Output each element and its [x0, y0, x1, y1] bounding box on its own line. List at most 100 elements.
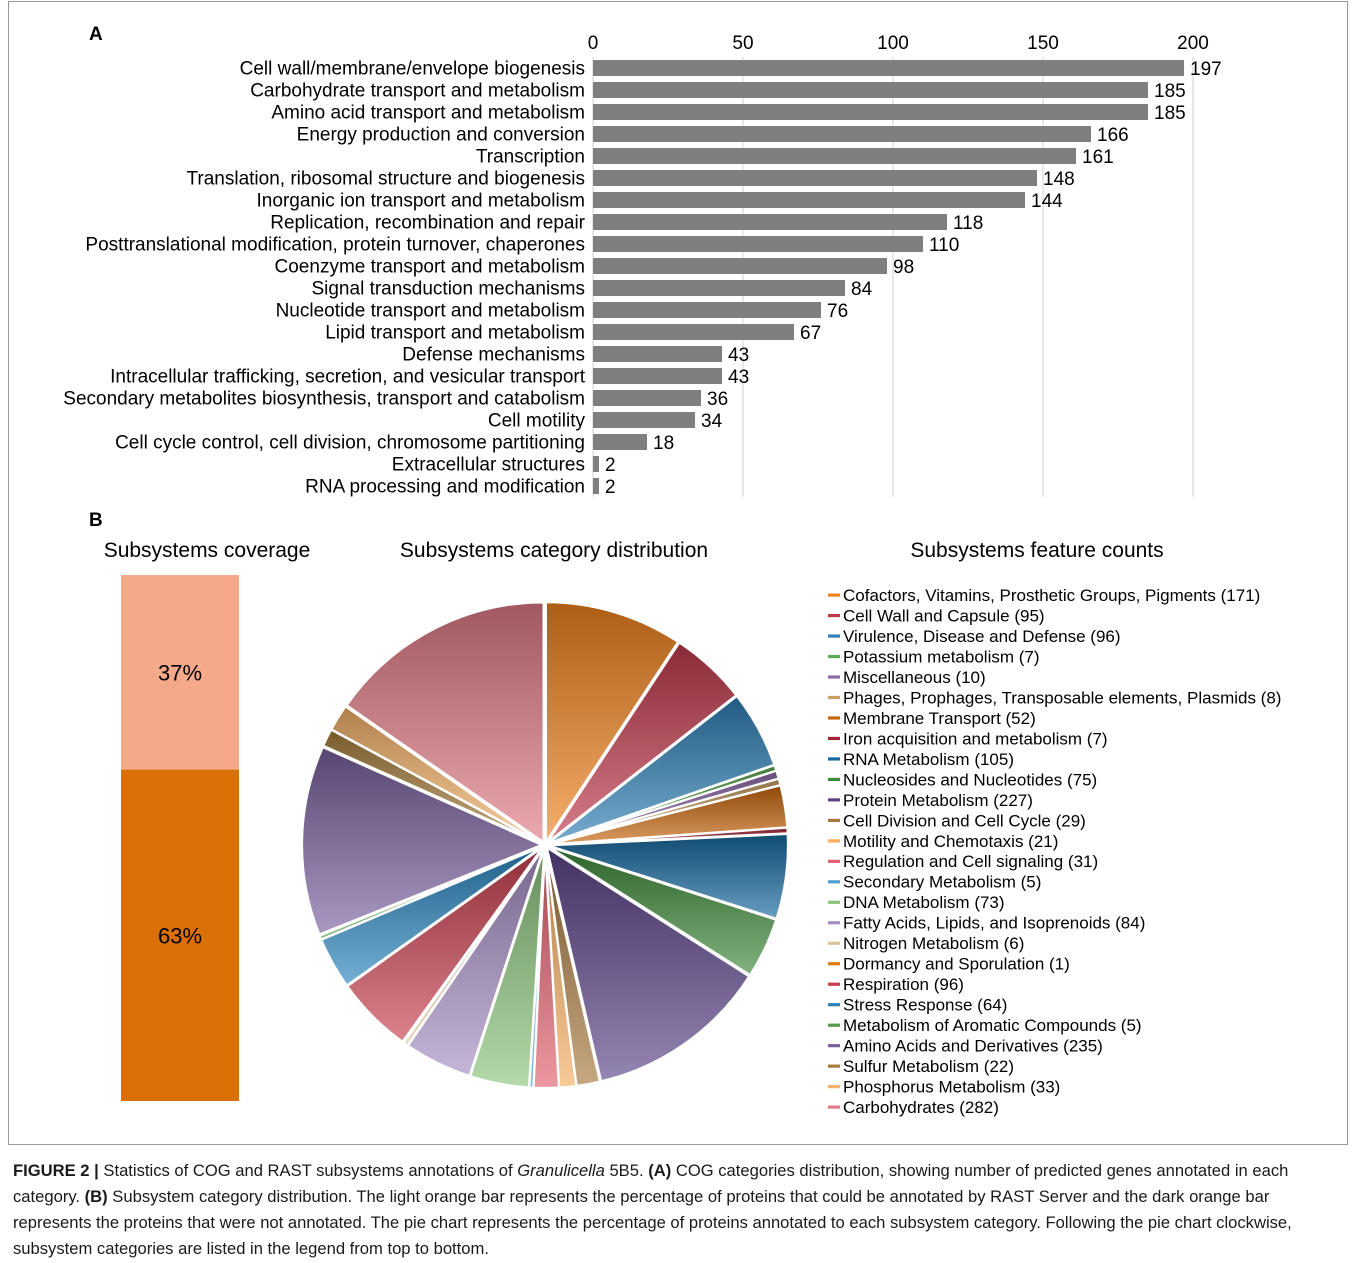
bar — [593, 302, 821, 318]
category-label: Intracellular trafficking, secretion, an… — [110, 367, 586, 388]
value-label: 185 — [1154, 81, 1186, 102]
bar — [593, 478, 599, 494]
value-label: 98 — [893, 257, 914, 278]
category-label: Inorganic ion transport and metabolism — [257, 191, 585, 212]
legend-item-label: Amino Acids and Derivatives (235) — [843, 1037, 1103, 1056]
caption-text-2: 5B5. — [604, 1161, 649, 1180]
value-label: 36 — [707, 389, 728, 410]
legend-swatch — [828, 757, 840, 761]
category-label: Extracellular structures — [392, 455, 585, 476]
bar — [593, 104, 1148, 120]
legend-item-label: RNA Metabolism (105) — [843, 750, 1014, 769]
legend-item-label: Fatty Acids, Lipids, and Isoprenoids (84… — [843, 914, 1145, 933]
legend-item-label: Virulence, Disease and Defense (96) — [843, 627, 1121, 646]
legend-swatch — [828, 634, 840, 638]
x-tick-label: 0 — [588, 33, 599, 54]
value-label: 76 — [827, 301, 848, 322]
category-label: Coenzyme transport and metabolism — [275, 257, 585, 278]
legend-swatch — [828, 1023, 840, 1027]
coverage-segment — [121, 575, 239, 770]
legend-swatch — [828, 859, 840, 863]
legend-item-label: Nucleosides and Nucleotides (75) — [843, 770, 1097, 789]
category-label: Signal transduction mechanisms — [311, 279, 585, 300]
bar — [593, 412, 695, 428]
legend-swatch — [828, 675, 840, 679]
x-tick-label: 50 — [732, 33, 753, 54]
pie-slice — [545, 846, 751, 1083]
subsystems-pie-chart: Subsystems category distribution — [300, 539, 790, 1090]
caption-text-4: Subsystem category distribution. The lig… — [13, 1187, 1292, 1258]
legend-item-label: Motility and Chemotaxis (21) — [843, 832, 1058, 851]
legend-item-label: Metabolism of Aromatic Compounds (5) — [843, 1016, 1142, 1035]
legend-swatch — [828, 941, 840, 945]
legend-item-label: DNA Metabolism (73) — [843, 893, 1005, 912]
legend-swatch — [828, 654, 840, 659]
category-label: Cell cycle control, cell division, chrom… — [115, 433, 585, 454]
pie-slice — [330, 705, 544, 845]
value-label: 185 — [1154, 103, 1186, 124]
bar — [593, 148, 1076, 164]
category-label: Nucleotide transport and metabolism — [276, 301, 585, 322]
legend-item-label: Nitrogen Metabolism (6) — [843, 934, 1024, 953]
bar — [593, 192, 1025, 208]
legend-item-label: Protein Metabolism (227) — [843, 791, 1033, 810]
category-label: Translation, ribosomal structure and bio… — [187, 169, 586, 190]
legend-item-label: Respiration (96) — [843, 975, 964, 994]
value-label: 84 — [851, 279, 873, 300]
legend-swatch — [828, 1085, 840, 1089]
legend-swatch — [828, 1105, 840, 1109]
caption-organism: Granulicella — [517, 1161, 605, 1180]
pie-title: Subsystems category distribution — [400, 539, 708, 562]
category-label: Transcription — [476, 147, 585, 168]
value-label: 43 — [728, 345, 749, 366]
bar — [593, 368, 722, 384]
cog-bar-chart: 0 50 100 150 200 Cell wall/membrane/envelope … — [63, 33, 1221, 498]
subsystems-legend: Subsystems feature counts Cofactors, Vita… — [828, 539, 1281, 1117]
legend-item-label: Miscellaneous (10) — [843, 668, 986, 687]
bar — [593, 126, 1091, 142]
legend-item-label: Carbohydrates (282) — [843, 1098, 999, 1117]
coverage-segment-label: 63% — [158, 923, 202, 948]
value-label: 144 — [1031, 191, 1063, 212]
legend-item-label: Cell Wall and Capsule (95) — [843, 606, 1045, 625]
panel-b-label: B — [89, 510, 103, 531]
pie-slice — [345, 601, 545, 844]
legend-swatch — [828, 880, 840, 884]
pie-slice — [300, 745, 544, 936]
caption-figure-label: FIGURE 2 | — [13, 1161, 99, 1180]
value-label: 197 — [1190, 59, 1222, 80]
bar — [593, 170, 1037, 186]
legend-swatch — [828, 613, 840, 618]
figure-frame — [8, 1, 1348, 1145]
x-tick-label: 100 — [877, 33, 909, 54]
caption-a-label: (A) — [648, 1161, 672, 1180]
value-label: 43 — [728, 367, 749, 388]
figure-charts: 0 50 100 150 200 Cell wall/membrane/envelope … — [63, 33, 1281, 1117]
legend-swatch — [828, 921, 840, 925]
caption-text-3: COG categories distribution, showing num… — [13, 1161, 1289, 1206]
value-label: 118 — [953, 213, 983, 234]
bar — [593, 82, 1148, 98]
coverage-segment-label: 37% — [158, 660, 202, 685]
category-label: Secondary metabolites biosynthesis, tran… — [63, 389, 585, 410]
legend-item-label: Dormancy and Sporulation (1) — [843, 955, 1070, 974]
value-label: 2 — [605, 477, 616, 498]
value-label: 67 — [800, 323, 821, 344]
legend-swatch — [828, 839, 840, 843]
legend-swatch — [828, 1003, 840, 1007]
bar — [593, 390, 701, 406]
bar — [593, 346, 722, 362]
caption-text-1: Statistics of COG and RAST subsystems an… — [98, 1161, 518, 1180]
legend-swatch — [828, 736, 840, 741]
panel-a-label: A — [89, 24, 103, 45]
bar — [593, 456, 599, 472]
caption-b-label: (B) — [84, 1187, 108, 1206]
value-label: 110 — [929, 235, 959, 256]
category-label: Energy production and conversion — [297, 125, 585, 146]
legend-swatch — [828, 1044, 840, 1048]
category-label: Replication, recombination and repair — [270, 213, 585, 234]
bar — [593, 60, 1184, 76]
coverage-bar-chart: Subsystems coverage 37% 63% — [104, 539, 310, 1101]
legend-item-label: Stress Response (64) — [843, 996, 1007, 1015]
legend-title: Subsystems feature counts — [910, 539, 1163, 562]
